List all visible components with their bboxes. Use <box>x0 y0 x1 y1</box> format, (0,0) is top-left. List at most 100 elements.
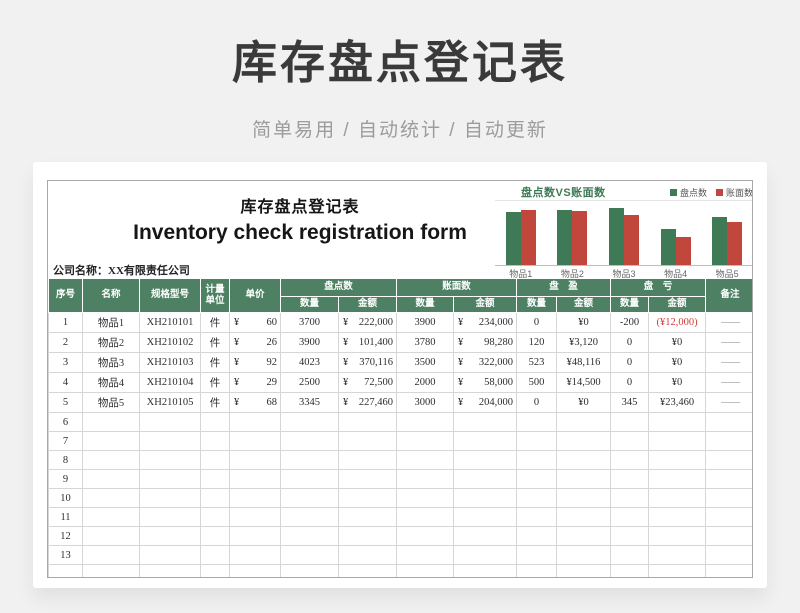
bar-账面数 <box>727 222 743 265</box>
col-group-pankui: 盘 亏 <box>610 278 707 297</box>
cell: 523 <box>516 352 558 373</box>
table-row: 2 物品2 XH210102 件 ¥26 3900 ¥101,400 3780 ¥98,280 1… <box>48 332 752 353</box>
cell <box>280 469 339 489</box>
cell <box>648 412 707 432</box>
cell: ¥0 <box>556 392 612 413</box>
table-body: 1 物品1 XH210101 件 ¥60 3700 ¥222,000 3900 ¥234,000… <box>48 312 752 577</box>
x-axis-label: 物品5 <box>715 269 739 279</box>
cell <box>610 488 650 508</box>
cell <box>396 412 455 432</box>
cell <box>516 526 558 546</box>
page-title: 库存盘点登记表 <box>231 37 568 88</box>
cell: 3345 <box>280 392 339 413</box>
table-row-empty: 9 <box>48 469 752 489</box>
bar-账面数 <box>572 211 588 265</box>
cell <box>396 431 455 451</box>
legend-swatch <box>669 188 677 196</box>
cell: 11 <box>48 507 83 527</box>
cell: ¥72,500 <box>337 372 398 393</box>
cell <box>648 488 707 508</box>
cell <box>610 507 650 527</box>
x-axis-label: 物品1 <box>509 269 533 279</box>
cell: ¥58,000 <box>453 372 518 393</box>
cell <box>705 469 752 489</box>
cell <box>648 431 707 451</box>
inventory-table: 序号 名称 规格型号 计量 单位 单价 盘点数 账面数 盘 盈 盘 亏 备注 数量… <box>48 278 752 577</box>
bar-group <box>495 201 547 265</box>
cell <box>556 526 612 546</box>
cell <box>200 412 230 432</box>
cell <box>610 469 650 489</box>
bar-盘点数 <box>712 217 728 265</box>
cell <box>610 545 650 565</box>
cell: 0 <box>516 392 558 413</box>
cell <box>648 526 707 546</box>
cell <box>337 488 398 508</box>
cell <box>200 545 230 565</box>
cell: 5 <box>48 392 83 413</box>
cell: 9 <box>48 469 83 489</box>
cell: 3000 <box>396 392 455 413</box>
cell: 4 <box>48 372 83 393</box>
cell: 件 <box>200 372 230 393</box>
bar-账面数 <box>675 236 691 265</box>
col-header-pk-amt: 金额 <box>648 296 707 313</box>
cell <box>82 507 140 527</box>
sheet-title-block: 库存盘点登记表 Inventory check registration for… <box>48 193 552 245</box>
cell <box>139 545 201 565</box>
cell: —— <box>705 332 752 353</box>
cell <box>139 412 201 432</box>
x-axis-label: 物品2 <box>560 269 584 279</box>
cell: 0 <box>610 352 650 373</box>
chart-x-labels: 物品1 物品2 物品3 物品4 物品5 <box>495 266 752 279</box>
cell: —— <box>705 392 752 413</box>
col-header-zm-qty: 数量 <box>396 296 455 313</box>
cell: 件 <box>200 392 230 413</box>
table-row: 5 物品5 XH210105 件 ¥68 3345 ¥227,460 3000 ¥204,000… <box>48 392 752 413</box>
col-group-zhangmian: 账面数 <box>396 278 518 297</box>
cell <box>82 545 140 565</box>
cell: 物品3 <box>82 352 140 373</box>
cell <box>229 431 281 451</box>
cell <box>648 564 707 577</box>
cell: ¥370,116 <box>337 352 398 373</box>
cell <box>610 564 650 577</box>
cell <box>453 526 518 546</box>
spreadsheet: 库存盘点登记表 Inventory check registration for… <box>47 180 753 578</box>
cell <box>337 545 398 565</box>
col-header-name: 名称 <box>82 278 140 313</box>
cell <box>556 564 612 577</box>
cell <box>229 526 281 546</box>
cell: ¥29 <box>229 372 281 393</box>
cell <box>337 469 398 489</box>
cell <box>556 545 612 565</box>
cell <box>82 412 140 432</box>
col-header-pd-amt: 金额 <box>337 296 398 313</box>
cell: 345 <box>610 392 650 413</box>
cell <box>610 412 650 432</box>
cell <box>200 526 230 546</box>
col-header-zm-amt: 金额 <box>453 296 518 313</box>
cell <box>453 431 518 451</box>
cell: ¥0 <box>556 312 612 333</box>
cell <box>280 431 339 451</box>
col-header-unit: 计量 单位 <box>200 278 230 313</box>
cell <box>705 412 752 432</box>
cell <box>337 412 398 432</box>
col-header-py-qty: 数量 <box>516 296 558 313</box>
bar-group <box>547 201 599 265</box>
cell: 13 <box>48 545 83 565</box>
table-row: 1 物品1 XH210101 件 ¥60 3700 ¥222,000 3900 ¥234,000… <box>48 312 752 333</box>
col-header-price: 单价 <box>229 278 281 313</box>
bar-group <box>650 201 702 265</box>
cell: 1 <box>48 312 83 333</box>
cell <box>705 488 752 508</box>
cell <box>516 488 558 508</box>
company-name: 公司名称：XX有限责任公司 <box>53 265 190 277</box>
cell <box>453 488 518 508</box>
legend-item: 账面数 <box>715 186 752 199</box>
cell <box>200 507 230 527</box>
cell <box>705 507 752 527</box>
cell: 120 <box>516 332 558 353</box>
